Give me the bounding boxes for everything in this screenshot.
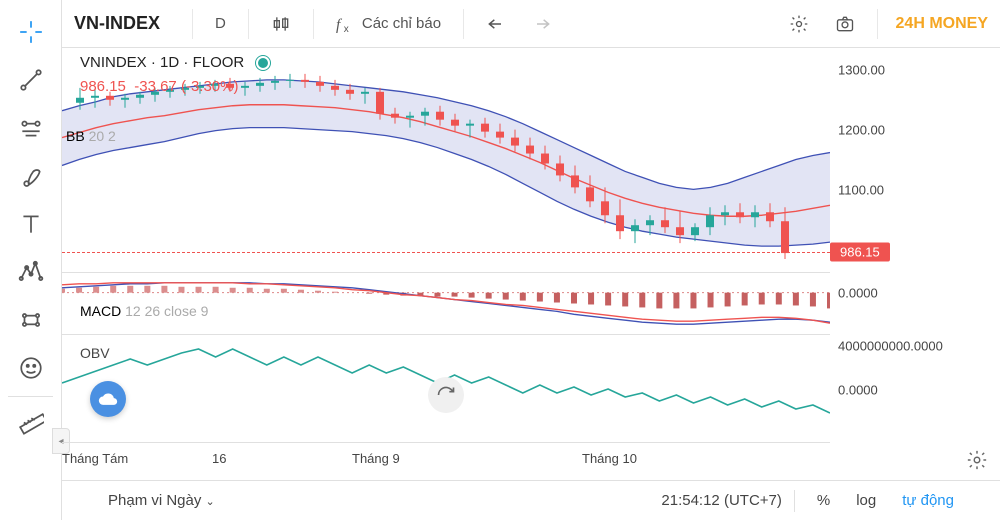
y-tick: 4000000000.0000 [838, 339, 943, 354]
price-chart-panel[interactable]: VNINDEX · 1D · FLOOR 986.15 -33.67 (-3.3… [62, 48, 830, 273]
bottom-bar: Phạm vi Ngày ⌄ 21:54:12 (UTC+7) % log tự… [62, 480, 1000, 520]
top-toolbar: VN-INDEX D fx Các chỉ báo [62, 0, 1000, 48]
macd-indicator-label[interactable]: MACD 12 26 close 9 [80, 303, 208, 319]
interval-button[interactable]: D [211, 11, 230, 36]
percent-button[interactable]: % [807, 492, 840, 509]
symbol-name[interactable]: VN-INDEX [74, 13, 160, 34]
svg-text:f: f [336, 16, 343, 33]
emoji-tool[interactable] [0, 344, 62, 392]
obv-indicator-label[interactable]: OBV [80, 345, 110, 361]
clock-label: 21:54:12 (UTC+7) [661, 492, 781, 509]
y-tick: 1300.00 [838, 63, 885, 78]
bb-indicator-label[interactable]: BB 20 2 [66, 128, 116, 144]
fib-tool[interactable] [0, 104, 62, 152]
panel-title: VNINDEX · 1D · FLOOR [80, 54, 270, 71]
svg-text:x: x [344, 23, 349, 33]
camera-button[interactable] [831, 10, 859, 38]
y-tick: 0.0000 [838, 383, 878, 398]
axis-settings-icon[interactable] [966, 449, 988, 474]
indicators-button[interactable]: fx Các chỉ báo [332, 10, 445, 38]
quote-line: 986.15 -33.67 (-3.30%) [80, 78, 238, 95]
indicators-label: Các chỉ báo [362, 15, 441, 32]
brand-label: 24H MONEY [896, 15, 988, 33]
x-tick: Tháng 10 [582, 451, 637, 466]
auto-button[interactable]: tự động [892, 492, 964, 509]
crosshair-tool[interactable] [0, 8, 62, 56]
x-tick: 16 [212, 451, 226, 466]
live-dot-icon [256, 56, 270, 70]
text-tool[interactable] [0, 200, 62, 248]
date-range-button[interactable]: Phạm vi Ngày ⌄ [98, 492, 225, 509]
y-axis[interactable]: 1300.00 1200.00 1100.00 986.15 0.0000 4000000… [830, 48, 1000, 442]
y-tick: 1100.00 [838, 183, 884, 198]
cloud-sync-button[interactable] [90, 381, 126, 417]
x-axis[interactable]: Tháng Tám 16 Tháng 9 Tháng 10 [62, 442, 830, 480]
x-tick: Tháng Tám [62, 451, 128, 466]
price-line [62, 252, 830, 253]
chart-type-button[interactable] [267, 10, 295, 38]
price-badge: 986.15 [830, 243, 890, 262]
redo-button[interactable] [528, 10, 556, 38]
x-tick: Tháng 9 [352, 451, 400, 466]
settings-button[interactable] [785, 10, 813, 38]
trendline-tool[interactable] [0, 56, 62, 104]
brush-tool[interactable] [0, 152, 62, 200]
y-tick: 0.0000 [838, 286, 878, 301]
undo-button[interactable] [482, 10, 510, 38]
y-tick: 1200.00 [838, 123, 885, 138]
macd-panel[interactable]: MACD 12 26 close 9 [62, 273, 830, 335]
refresh-button[interactable] [428, 377, 464, 413]
obv-panel[interactable]: OBV [62, 335, 830, 427]
pattern-tool[interactable] [0, 248, 62, 296]
log-button[interactable]: log [846, 492, 886, 509]
forecast-tool[interactable] [0, 296, 62, 344]
